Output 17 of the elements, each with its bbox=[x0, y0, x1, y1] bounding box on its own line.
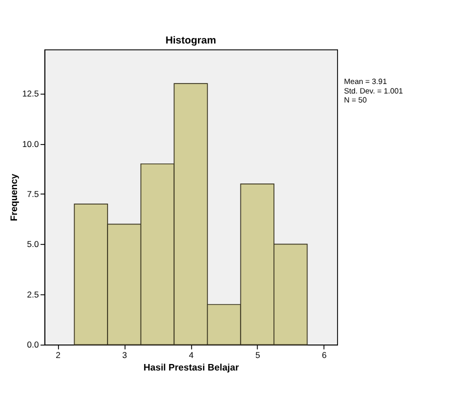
x-tick-label: 5 bbox=[255, 350, 260, 360]
y-tick-label: 10.0 bbox=[22, 138, 40, 149]
text: N = 50 bbox=[344, 96, 367, 105]
y-tick-label: 0.0 bbox=[26, 340, 40, 350]
x-tick-label: 2 bbox=[56, 350, 61, 360]
y-tick-label: 5.0 bbox=[26, 239, 40, 250]
text: Std. Dev. = 1.001 bbox=[344, 86, 403, 96]
x-axis-title: Hasil Prestasi Belajar bbox=[144, 362, 240, 373]
y-axis-title: Frequency bbox=[9, 172, 20, 222]
x-tick-label: 4 bbox=[188, 350, 194, 360]
y-tick-label: 12.5 bbox=[22, 88, 40, 99]
text: Mean = 3.91 bbox=[344, 76, 387, 86]
x-tick-label: 3 bbox=[122, 350, 128, 360]
chart-title: Histogram bbox=[165, 35, 216, 46]
y-tick-label: 2.5 bbox=[26, 289, 40, 300]
x-tick-label: 6 bbox=[322, 350, 327, 360]
y-tick-label: 7.5 bbox=[26, 189, 40, 199]
